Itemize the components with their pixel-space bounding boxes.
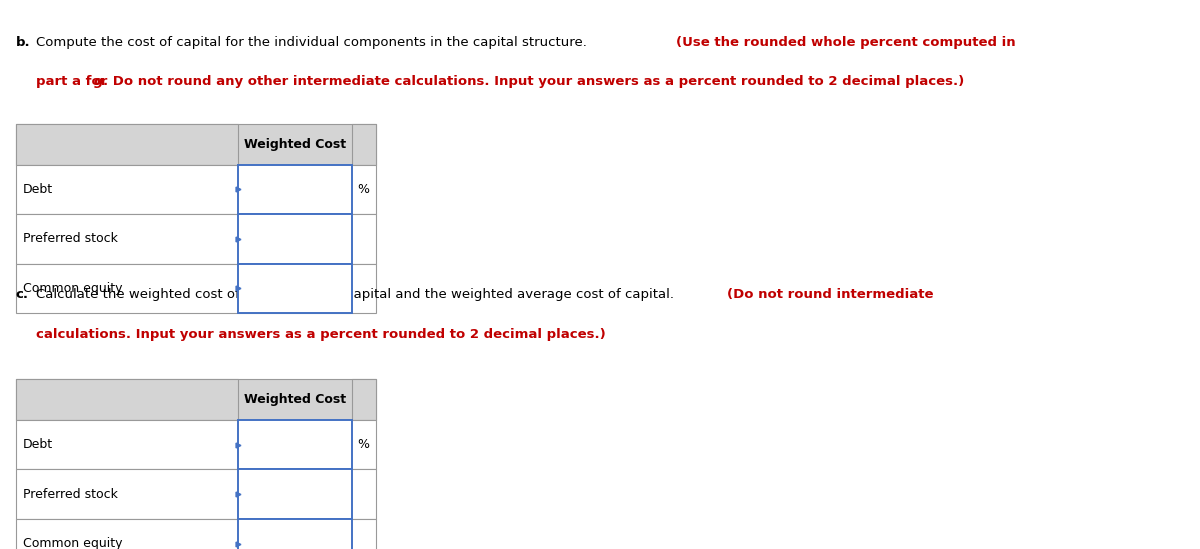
Text: Preferred stock: Preferred stock bbox=[23, 232, 118, 245]
Bar bbox=[16, 469, 376, 519]
Text: (Do not round intermediate: (Do not round intermediate bbox=[727, 288, 934, 301]
Text: Weighted Cost: Weighted Cost bbox=[244, 393, 346, 406]
Bar bbox=[16, 124, 238, 165]
Text: (Use the rounded whole percent computed in: (Use the rounded whole percent computed … bbox=[676, 36, 1015, 49]
Bar bbox=[238, 165, 352, 214]
Text: g: g bbox=[94, 75, 103, 88]
Text: Compute the cost of capital for the individual components in the capital structu: Compute the cost of capital for the indi… bbox=[36, 36, 592, 49]
Bar bbox=[16, 214, 376, 264]
Bar bbox=[16, 264, 376, 313]
Bar bbox=[238, 420, 352, 469]
Text: part a for: part a for bbox=[36, 75, 112, 88]
Text: Weighted Cost: Weighted Cost bbox=[244, 138, 346, 150]
Bar bbox=[16, 124, 376, 165]
Bar bbox=[16, 165, 376, 214]
Text: b.: b. bbox=[16, 36, 30, 49]
Text: calculations. Input your answers as a percent rounded to 2 decimal places.): calculations. Input your answers as a pe… bbox=[36, 328, 606, 341]
Text: Debt: Debt bbox=[23, 183, 53, 196]
Bar bbox=[16, 420, 376, 469]
Text: %: % bbox=[358, 438, 370, 451]
Text: Common equity: Common equity bbox=[23, 537, 122, 549]
Text: %: % bbox=[358, 183, 370, 196]
Bar bbox=[352, 124, 376, 165]
Text: Common equity: Common equity bbox=[23, 282, 122, 295]
Bar bbox=[238, 469, 352, 519]
Text: Preferred stock: Preferred stock bbox=[23, 488, 118, 501]
Text: Calculate the weighted cost of each source of capital and the weighted average c: Calculate the weighted cost of each sour… bbox=[36, 288, 678, 301]
Text: c.: c. bbox=[16, 288, 29, 301]
Bar bbox=[16, 379, 238, 420]
Bar bbox=[238, 519, 352, 549]
Bar bbox=[16, 379, 376, 420]
Bar bbox=[352, 379, 376, 420]
Text: Debt: Debt bbox=[23, 438, 53, 451]
Bar bbox=[238, 214, 352, 264]
Bar bbox=[16, 519, 376, 549]
Bar bbox=[238, 264, 352, 313]
Text: . Do not round any other intermediate calculations. Input your answers as a perc: . Do not round any other intermediate ca… bbox=[103, 75, 965, 88]
